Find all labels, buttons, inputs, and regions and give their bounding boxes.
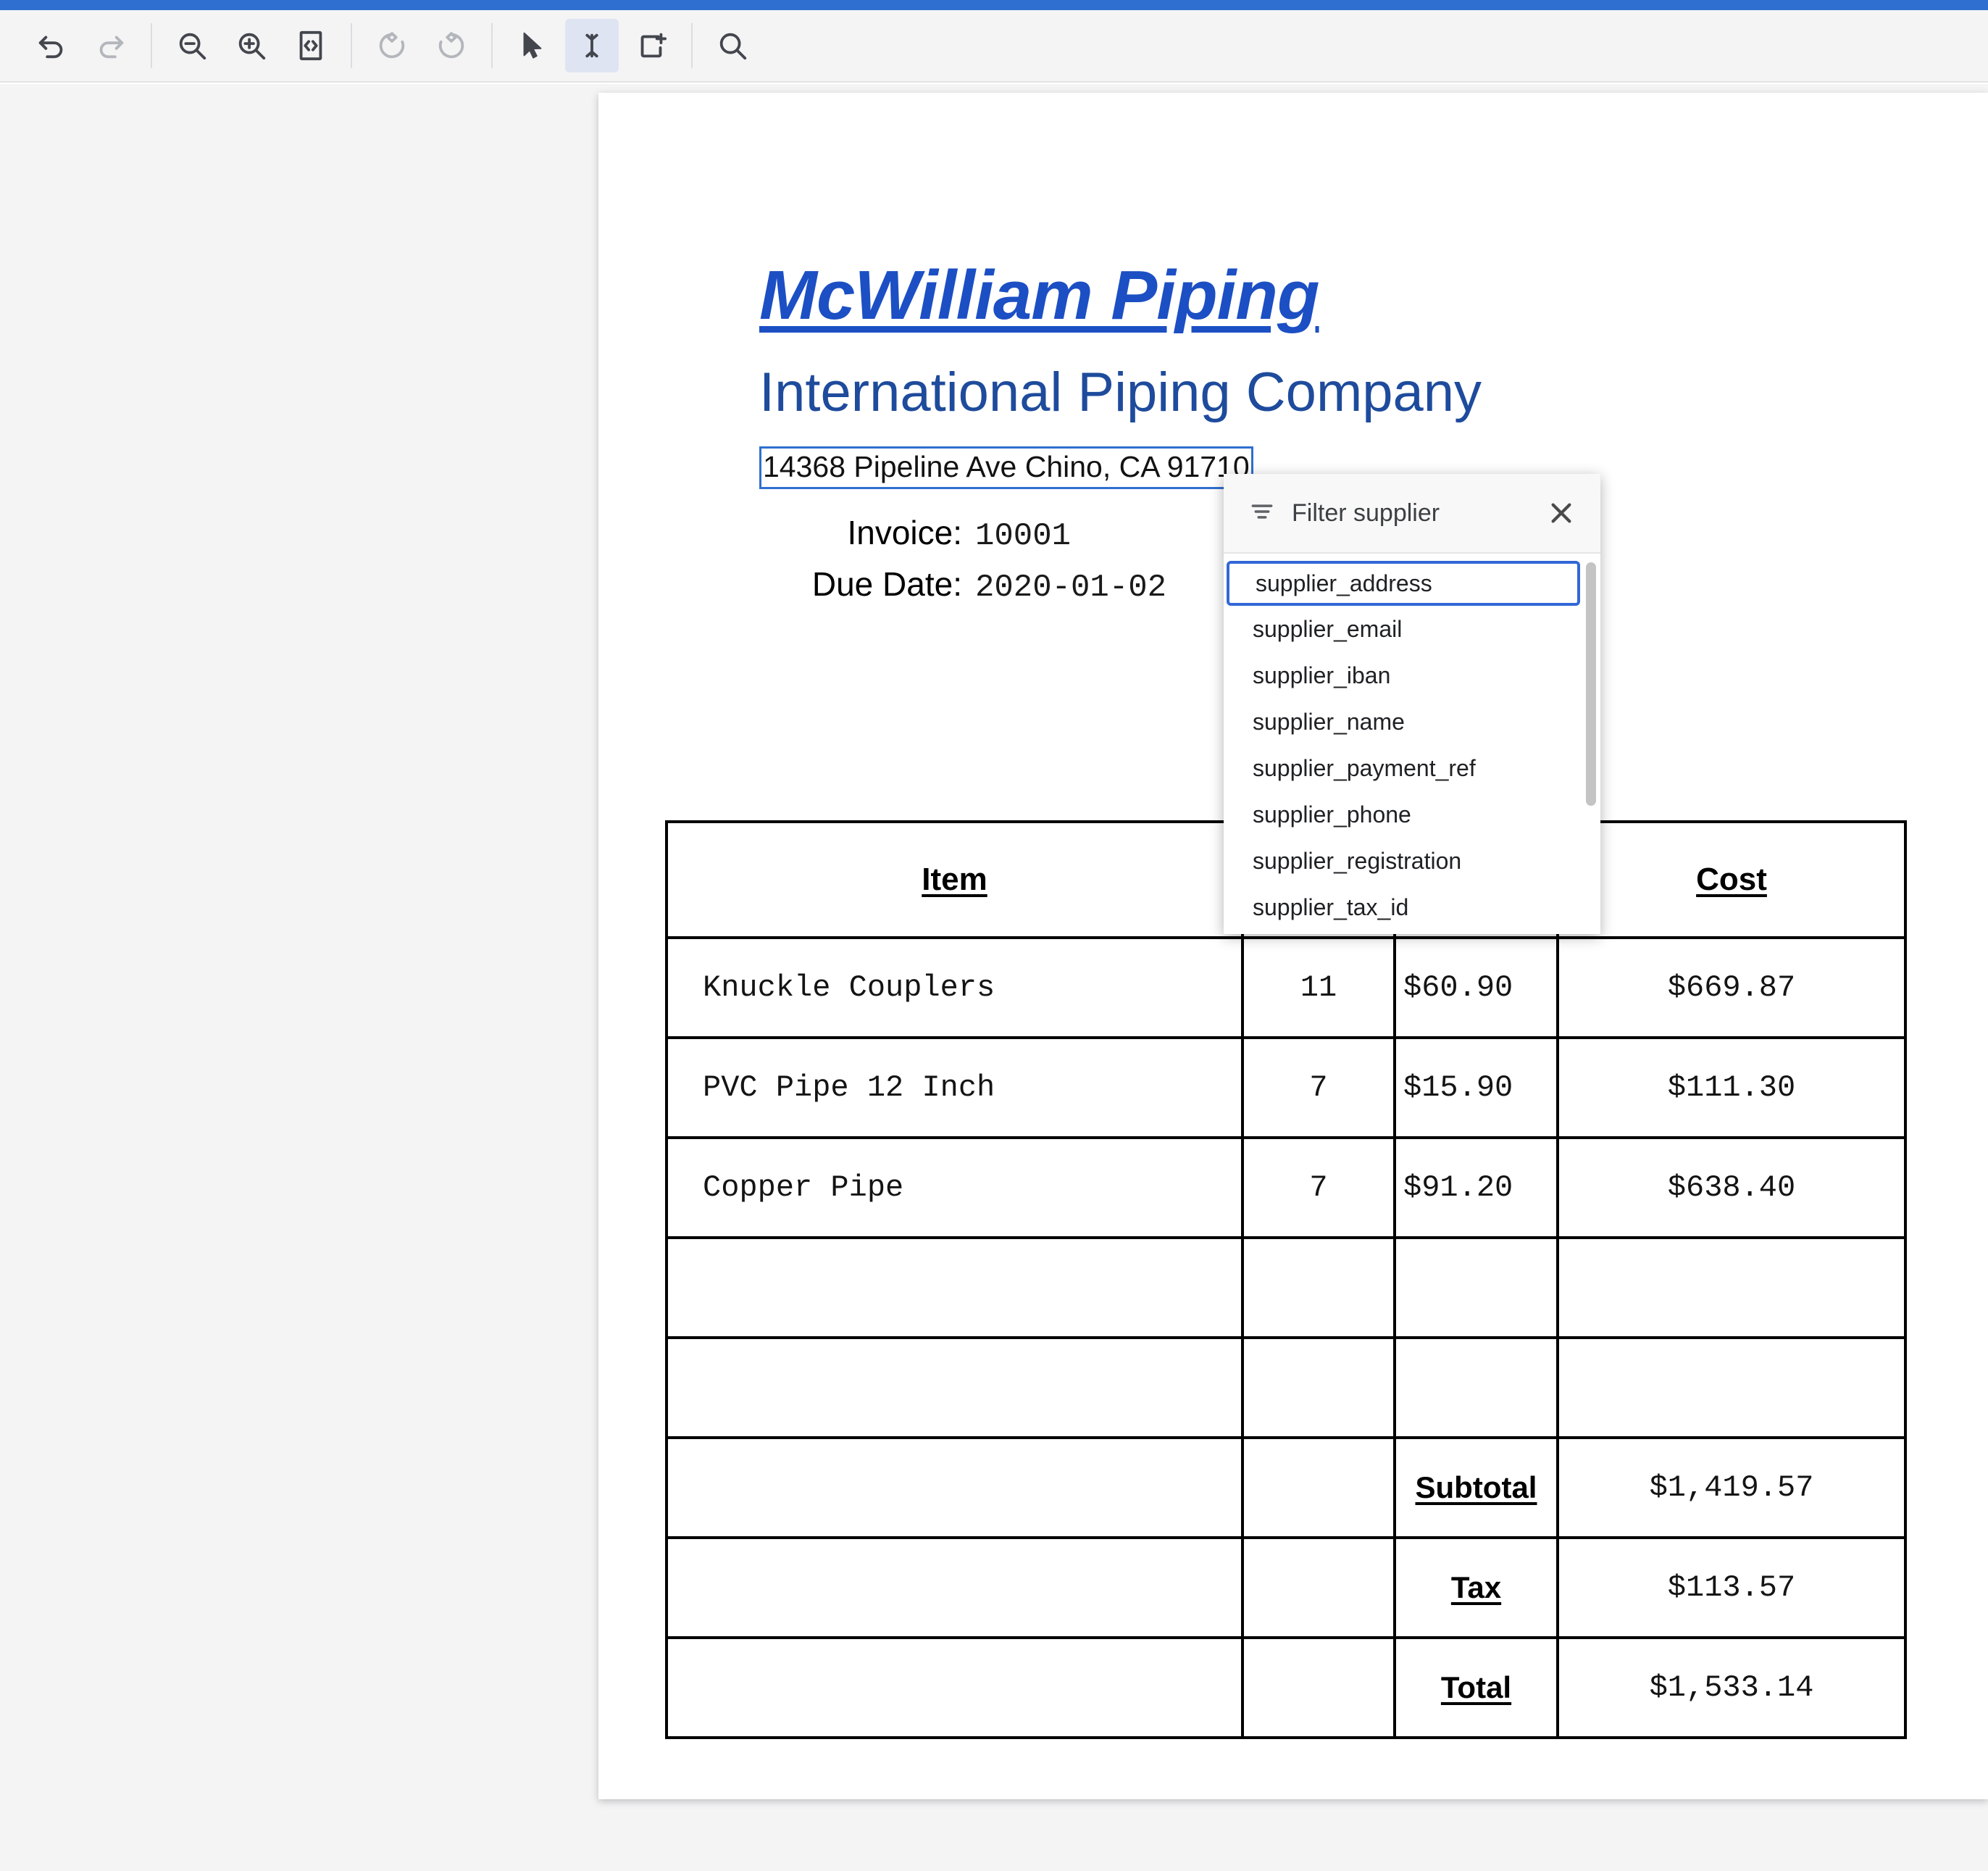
table-row (665, 1236, 1907, 1339)
cell-blank (665, 1536, 1244, 1639)
cell-price: $91.20 (1393, 1136, 1559, 1239)
table-totals-row: Subtotal $1,419.57 (665, 1436, 1907, 1539)
text-select-icon[interactable] (565, 19, 619, 72)
window-accent-bar (0, 0, 1988, 10)
cell-qty: 7 (1241, 1136, 1396, 1239)
cell-cost (1556, 1236, 1907, 1339)
invoice-number-value: 10001 (975, 518, 1072, 554)
fit-page-icon[interactable] (284, 19, 338, 72)
filter-icon (1248, 498, 1276, 529)
filter-option-supplier-tax-id[interactable]: supplier_tax_id (1253, 893, 1409, 920)
invoice-document: McWilliam Piping International Piping Co… (598, 93, 1988, 1799)
toolbar-divider (351, 23, 352, 68)
filter-list-scrollbar-thumb[interactable] (1586, 562, 1596, 806)
invoice-line-items-table: Item Quantity Price Cost Knuckle Coupler… (665, 820, 1907, 1739)
due-date-row: Due Date: 2020-01-02 (598, 564, 1323, 606)
cell-blank (665, 1636, 1244, 1739)
filter-option-supplier-name[interactable]: supplier_name (1253, 708, 1405, 735)
cell-price: $15.90 (1393, 1036, 1559, 1139)
cell-blank (1241, 1436, 1396, 1539)
column-header-cost: Cost (1556, 820, 1907, 939)
cell-cost: $638.40 (1556, 1136, 1907, 1239)
cell-cost: $669.87 (1556, 936, 1907, 1039)
toolbar-divider (491, 23, 493, 68)
tax-label: Tax (1393, 1536, 1559, 1639)
toolbar-group-history (22, 9, 141, 82)
search-icon[interactable] (706, 19, 759, 72)
cell-qty: 11 (1241, 936, 1396, 1039)
cell-item: Knuckle Couplers (665, 936, 1244, 1039)
filter-option-supplier-address[interactable]: supplier_address (1227, 561, 1580, 606)
table-row: PVC Pipe 12 Inch 7 $15.90 $111.30 (665, 1036, 1907, 1139)
table-totals-row: Total $1,533.14 (665, 1636, 1907, 1739)
cell-item (665, 1236, 1244, 1339)
column-header-item: Item (665, 820, 1244, 939)
toolbar-group-search (703, 9, 762, 82)
cell-qty: 7 (1241, 1036, 1396, 1139)
close-icon[interactable] (1541, 493, 1582, 533)
cell-qty (1241, 1236, 1396, 1339)
toolbar-group-rotate (362, 9, 481, 82)
filter-option-supplier-phone[interactable]: supplier_phone (1253, 801, 1411, 828)
rotate-right-icon[interactable] (425, 19, 478, 72)
invoice-number-row: Invoice: 10001 (598, 513, 1323, 554)
total-value: $1,533.14 (1556, 1636, 1907, 1739)
subtotal-label: Subtotal (1393, 1436, 1559, 1539)
filter-option-supplier-iban[interactable]: supplier_iban (1253, 662, 1391, 688)
undo-icon[interactable] (25, 19, 78, 72)
document-canvas[interactable]: McWilliam Piping International Piping Co… (0, 84, 1988, 1871)
brand-title: McWilliam Piping (759, 257, 1320, 334)
cell-cost (1556, 1336, 1907, 1439)
brand-subtitle: International Piping Company (759, 362, 1482, 423)
toolbar-divider (691, 23, 693, 68)
cell-price (1393, 1336, 1559, 1439)
invoice-meta: Invoice: 10001 Due Date: 2020-01-02 (598, 513, 1323, 616)
redo-icon[interactable] (84, 19, 138, 72)
cell-blank (1241, 1636, 1396, 1739)
total-label: Total (1393, 1636, 1559, 1739)
invoice-number-label: Invoice: (847, 514, 962, 551)
table-totals-row: Tax $113.57 (665, 1536, 1907, 1639)
cell-item (665, 1336, 1244, 1439)
toolbar-group-tools (503, 9, 681, 82)
filter-popup-header: Filter supplier (1224, 474, 1600, 554)
cell-blank (665, 1436, 1244, 1539)
filter-option-supplier-registration[interactable]: supplier_registration (1253, 847, 1462, 874)
cell-cost: $111.30 (1556, 1036, 1907, 1139)
tax-value: $113.57 (1556, 1536, 1907, 1639)
due-date-value: 2020-01-02 (975, 570, 1167, 606)
table-row (665, 1336, 1907, 1439)
table-row: Knuckle Couplers 11 $60.90 $669.87 (665, 936, 1907, 1039)
subtotal-value: $1,419.57 (1556, 1436, 1907, 1539)
table-row: Copper Pipe 7 $91.20 $638.40 (665, 1136, 1907, 1239)
filter-supplier-popup[interactable]: Filter supplier supplier_address supplie… (1224, 474, 1600, 934)
add-region-icon[interactable] (625, 19, 678, 72)
cell-blank (1241, 1536, 1396, 1639)
toolbar-divider (151, 23, 152, 68)
due-date-label: Due Date: (811, 565, 962, 603)
filter-option-supplier-email[interactable]: supplier_email (1253, 615, 1403, 642)
select-cursor-icon[interactable] (506, 19, 559, 72)
cell-price (1393, 1236, 1559, 1339)
cell-price: $60.90 (1393, 936, 1559, 1039)
rotate-left-icon[interactable] (365, 19, 419, 72)
supplier-address-field[interactable]: 14368 Pipeline Ave Chino, CA 91710 (759, 446, 1253, 489)
filter-option-supplier-payment-ref[interactable]: supplier_payment_ref (1253, 754, 1476, 781)
cell-item: Copper Pipe (665, 1136, 1244, 1239)
filter-option-list[interactable]: supplier_address supplier_email supplier… (1224, 554, 1600, 934)
toolbar-group-zoom (162, 9, 341, 82)
zoom-out-icon[interactable] (165, 19, 219, 72)
toolbar (0, 10, 1988, 83)
zoom-in-icon[interactable] (225, 19, 278, 72)
cell-qty (1241, 1336, 1396, 1439)
filter-popup-title: Filter supplier (1292, 499, 1440, 527)
cell-item: PVC Pipe 12 Inch (665, 1036, 1244, 1139)
